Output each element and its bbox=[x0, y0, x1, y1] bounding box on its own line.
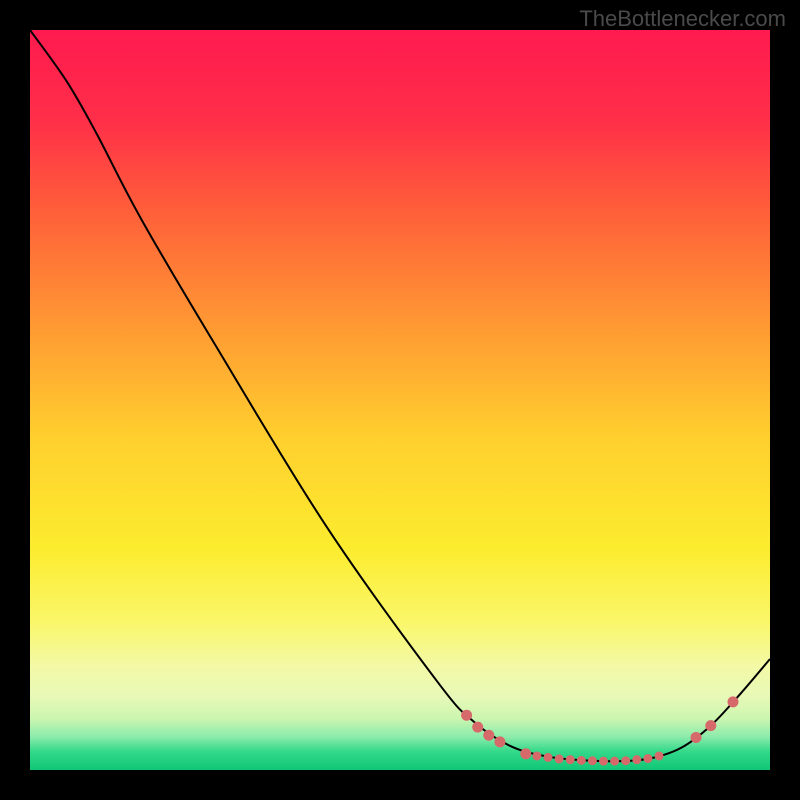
data-marker bbox=[643, 754, 652, 763]
data-marker bbox=[577, 756, 586, 765]
data-marker bbox=[544, 753, 553, 762]
gradient-background bbox=[30, 30, 770, 770]
data-marker bbox=[705, 720, 716, 731]
data-marker bbox=[632, 755, 641, 764]
data-marker bbox=[483, 730, 494, 741]
data-marker bbox=[691, 732, 702, 743]
data-marker bbox=[461, 710, 472, 721]
data-marker bbox=[520, 748, 531, 759]
data-marker bbox=[532, 751, 541, 760]
data-marker bbox=[599, 757, 608, 766]
watermark-text: TheBottlenecker.com bbox=[579, 6, 786, 32]
data-marker bbox=[610, 757, 619, 766]
data-marker bbox=[555, 754, 564, 763]
data-marker bbox=[566, 755, 575, 764]
chart-svg bbox=[30, 30, 770, 770]
data-marker bbox=[621, 756, 630, 765]
data-marker bbox=[655, 751, 664, 760]
chart-area bbox=[30, 30, 770, 770]
data-marker bbox=[728, 696, 739, 707]
data-marker bbox=[494, 736, 505, 747]
data-marker bbox=[588, 756, 597, 765]
data-marker bbox=[472, 722, 483, 733]
